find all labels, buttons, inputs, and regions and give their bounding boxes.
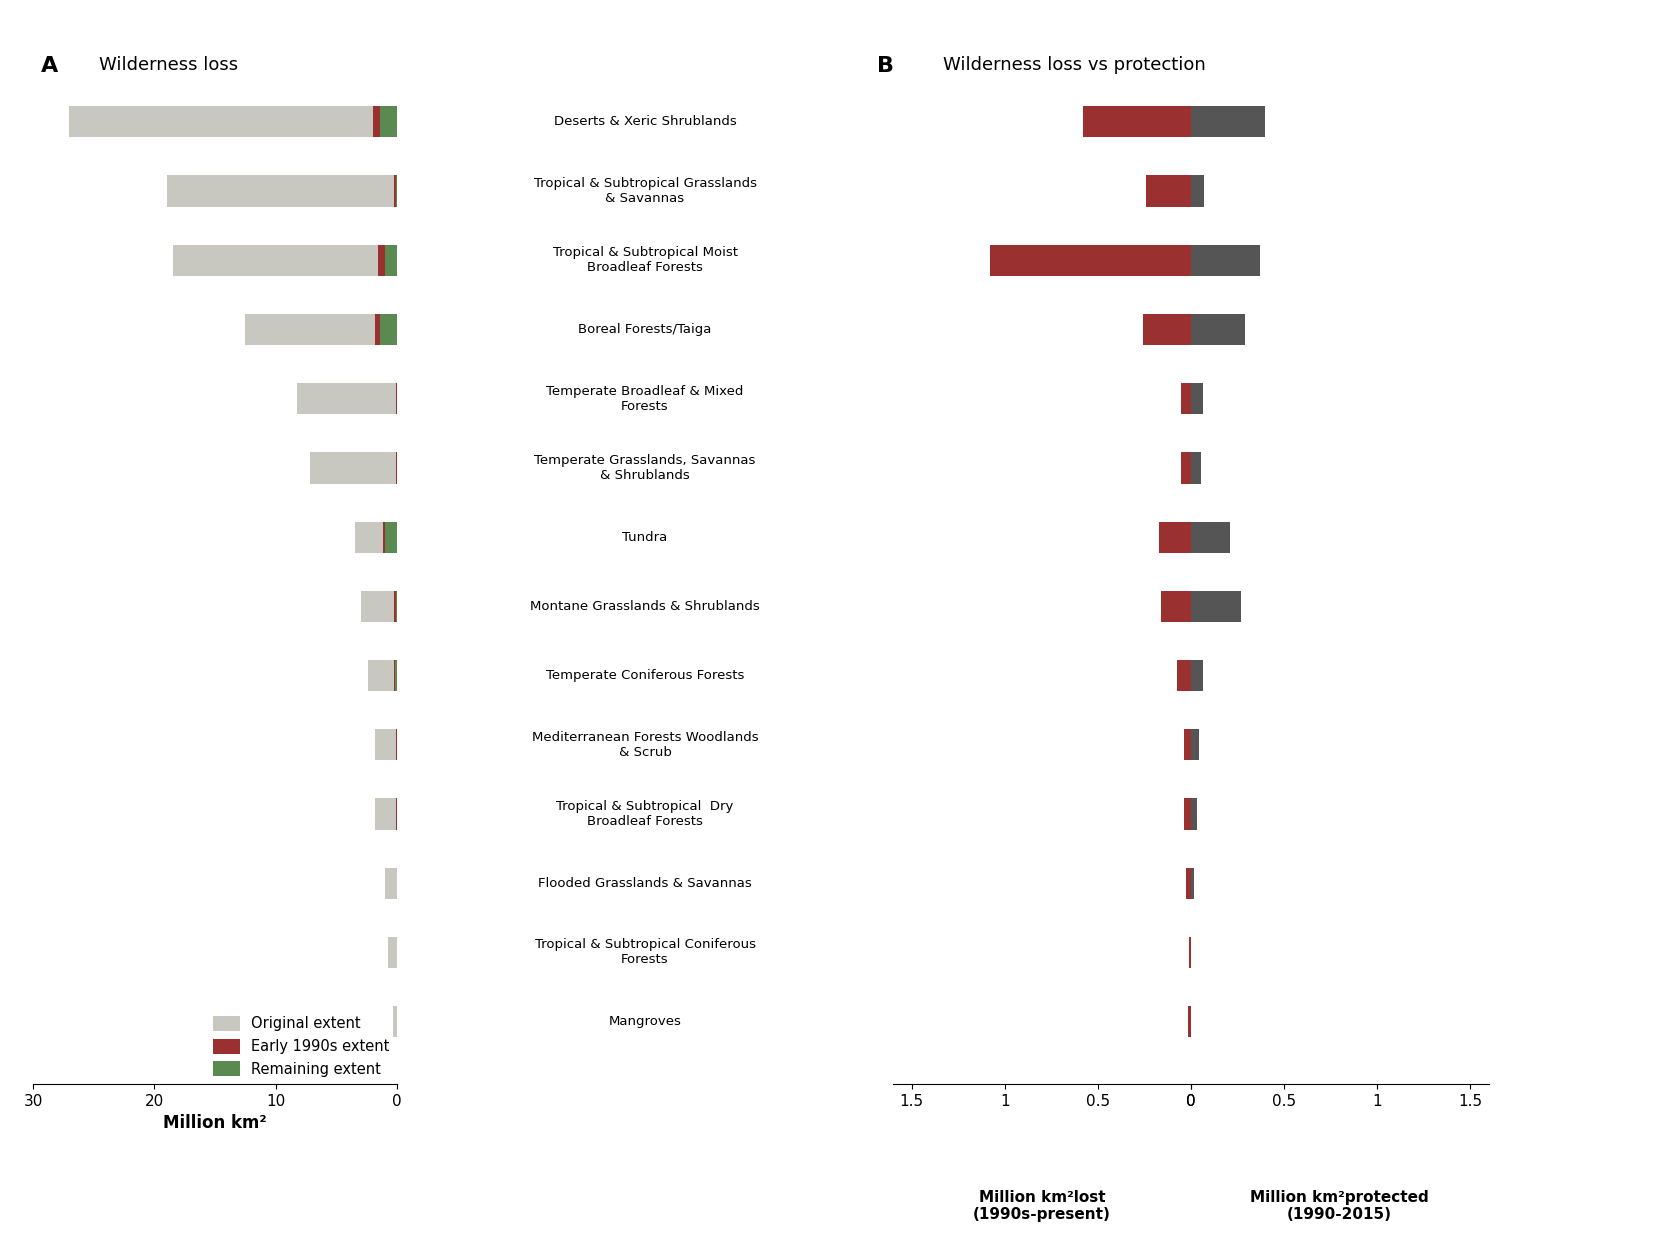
Bar: [1181, 383, 1191, 414]
Text: Temperate Coniferous Forests: Temperate Coniferous Forests: [546, 669, 744, 682]
Bar: [309, 452, 397, 483]
Text: Boreal Forests/Taiga: Boreal Forests/Taiga: [579, 323, 711, 336]
Bar: [1186, 867, 1191, 898]
Bar: [394, 1007, 397, 1037]
Text: Montane Grasslands & Shrublands: Montane Grasslands & Shrublands: [531, 599, 759, 613]
Text: A: A: [41, 56, 58, 76]
Bar: [1191, 729, 1199, 760]
Bar: [1191, 660, 1202, 692]
Bar: [1191, 383, 1202, 414]
Text: B: B: [877, 56, 893, 76]
Bar: [375, 799, 397, 830]
Text: Deserts & Xeric Shrublands: Deserts & Xeric Shrublands: [554, 116, 736, 128]
Bar: [375, 729, 397, 760]
Bar: [1184, 799, 1191, 830]
Bar: [354, 522, 397, 553]
Text: Tundra: Tundra: [622, 531, 668, 543]
Bar: [385, 867, 397, 898]
Bar: [1184, 729, 1191, 760]
Text: Wilderness loss vs protection: Wilderness loss vs protection: [943, 56, 1206, 74]
Text: Tropical & Subtropical Grasslands
& Savannas: Tropical & Subtropical Grasslands & Sava…: [534, 177, 756, 206]
Text: Tropical & Subtropical Moist
Broadleaf Forests: Tropical & Subtropical Moist Broadleaf F…: [552, 247, 738, 274]
Bar: [380, 314, 397, 345]
Bar: [379, 244, 385, 275]
Text: Mangroves: Mangroves: [609, 1015, 681, 1028]
Text: Wilderness loss: Wilderness loss: [99, 56, 238, 74]
Bar: [380, 106, 397, 137]
Bar: [167, 176, 397, 207]
Bar: [394, 176, 395, 207]
Bar: [989, 244, 1191, 275]
Bar: [1191, 176, 1204, 207]
Bar: [1188, 1007, 1191, 1037]
Bar: [1146, 176, 1191, 207]
Bar: [361, 591, 397, 622]
Bar: [1191, 244, 1260, 275]
Bar: [1191, 867, 1194, 898]
Legend: Original extent, Early 1990s extent, Remaining extent: Original extent, Early 1990s extent, Rem…: [213, 1015, 390, 1077]
Text: Million km²protected
(1990-2015): Million km²protected (1990-2015): [1250, 1190, 1429, 1222]
Text: Tropical & Subtropical Coniferous
Forests: Tropical & Subtropical Coniferous Forest…: [534, 938, 756, 967]
Text: Tropical & Subtropical  Dry
Broadleaf Forests: Tropical & Subtropical Dry Broadleaf For…: [556, 800, 734, 829]
Bar: [394, 591, 395, 622]
Bar: [1191, 799, 1197, 830]
Bar: [1181, 452, 1191, 483]
Bar: [375, 314, 380, 345]
Text: Temperate Grasslands, Savannas
& Shrublands: Temperate Grasslands, Savannas & Shrubla…: [534, 454, 756, 482]
Bar: [69, 106, 397, 137]
Bar: [298, 383, 397, 414]
Bar: [385, 522, 397, 553]
Bar: [385, 244, 397, 275]
Text: Flooded Grasslands & Savannas: Flooded Grasslands & Savannas: [538, 877, 753, 890]
Text: Mediterranean Forests Woodlands
& Scrub: Mediterranean Forests Woodlands & Scrub: [531, 731, 759, 759]
Bar: [367, 660, 397, 692]
Bar: [1191, 106, 1265, 137]
Bar: [1191, 522, 1231, 553]
Bar: [1083, 106, 1191, 137]
Bar: [395, 660, 397, 692]
Text: Temperate Broadleaf & Mixed
Forests: Temperate Broadleaf & Mixed Forests: [546, 385, 744, 412]
Bar: [372, 106, 380, 137]
Bar: [1191, 452, 1201, 483]
Bar: [1143, 314, 1191, 345]
Bar: [1178, 660, 1191, 692]
Bar: [384, 522, 385, 553]
Text: Million km²lost
(1990s-present): Million km²lost (1990s-present): [973, 1190, 1111, 1222]
X-axis label: Million km²: Million km²: [164, 1114, 266, 1133]
Bar: [389, 937, 397, 968]
Bar: [172, 244, 397, 275]
Bar: [1161, 591, 1191, 622]
Bar: [1191, 591, 1240, 622]
Bar: [1159, 522, 1191, 553]
Bar: [245, 314, 397, 345]
Bar: [1191, 314, 1245, 345]
